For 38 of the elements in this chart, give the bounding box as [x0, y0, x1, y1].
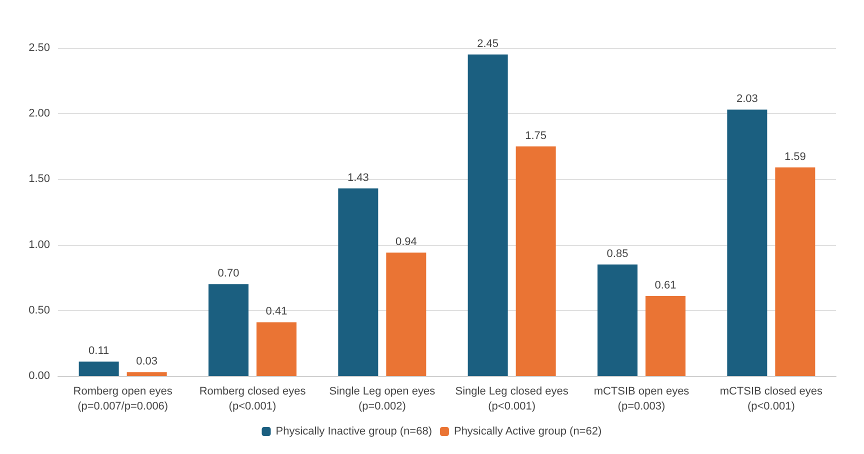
bar	[468, 54, 508, 376]
data-label: 0.70	[218, 268, 240, 280]
x-tick-label: Romberg open eyes (p=0.007/p=0.006)	[73, 386, 173, 412]
bar	[516, 146, 556, 376]
data-label: 0.11	[88, 345, 110, 358]
y-tick-label: 1.50	[28, 173, 50, 186]
y-tick-label: 0.50	[28, 304, 50, 316]
bar	[727, 110, 768, 376]
bar	[208, 284, 248, 376]
bar	[598, 264, 638, 376]
x-tick-label: mCTSIB open eyes (p=0.003)	[594, 386, 690, 412]
data-label: 1.43	[347, 172, 369, 184]
legend-label: Physically Active group (n=62)	[454, 426, 602, 438]
data-label: 0.41	[266, 306, 288, 318]
bar	[256, 322, 296, 376]
y-tick-label: 2.00	[28, 108, 50, 120]
data-label: 2.03	[736, 93, 758, 106]
y-tick-label: 1.00	[28, 238, 50, 251]
bar	[78, 362, 119, 376]
legend-label: Physically Inactive group (n=68)	[276, 426, 432, 438]
x-tick-label: Single Leg closed eyes (p<0.001)	[455, 386, 569, 412]
bar	[338, 188, 378, 376]
bar	[386, 252, 426, 376]
y-tick-label: 0.00	[28, 370, 50, 382]
data-label: 0.61	[654, 279, 676, 292]
data-label: 0.94	[395, 236, 417, 248]
data-label: 0.03	[136, 356, 158, 368]
data-label: 1.75	[525, 130, 547, 142]
x-tick-label: mCTSIB closed eyes (p<0.001)	[720, 386, 824, 412]
bar	[126, 372, 167, 376]
data-label: 0.85	[606, 248, 628, 260]
bar	[775, 167, 816, 376]
data-label: 2.45	[477, 38, 499, 50]
x-tick-label: Romberg closed eyes (p<0.001)	[199, 386, 306, 412]
data-label: 1.59	[784, 150, 806, 163]
y-tick-label: 2.50	[28, 42, 50, 54]
bar	[646, 296, 686, 376]
x-tick-label: Single Leg open eyes (p=0.002)	[329, 386, 436, 412]
